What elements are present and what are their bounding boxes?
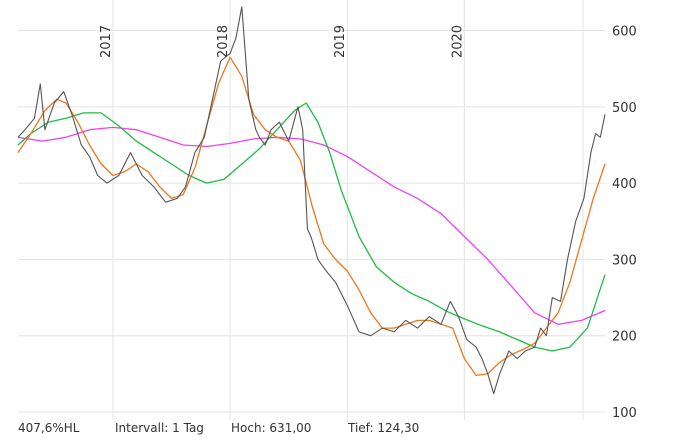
y-tick-label: 400: [612, 177, 637, 192]
x-axis: 2017 2018 2019 2020: [99, 25, 465, 58]
change-label: 407,6%HL: [18, 421, 80, 435]
x-tick-label: 2017: [99, 25, 114, 58]
y-tick-label: 200: [612, 330, 637, 345]
grid: [18, 0, 605, 420]
series-line-average-2: [17, 102, 606, 352]
high-label: Hoch: 631,00: [231, 421, 312, 435]
series: [17, 6, 606, 395]
y-tick-label: 300: [612, 253, 637, 268]
chart-footer: 407,6%HL Intervall: 1 Tag Hoch: 631,00 T…: [0, 420, 682, 440]
stock-chart: 2017 2018 2019 2020 100 200 300 400 500 600: [17, 0, 637, 420]
y-tick-label: 100: [612, 406, 637, 420]
x-tick-label: 2018: [216, 25, 231, 58]
series-line-average-3: [17, 126, 606, 325]
interval-label: Intervall: 1 Tag: [115, 421, 204, 435]
y-axis: 100 200 300 400 500 600: [612, 25, 637, 420]
y-tick-label: 600: [612, 25, 637, 40]
y-tick-label: 500: [612, 101, 637, 116]
low-label: Tief: 124,30: [348, 421, 420, 435]
series-line-average-1: [17, 56, 606, 377]
x-tick-label: 2019: [333, 25, 348, 58]
x-tick-label: 2020: [450, 25, 465, 58]
series-line-price: [17, 6, 606, 395]
